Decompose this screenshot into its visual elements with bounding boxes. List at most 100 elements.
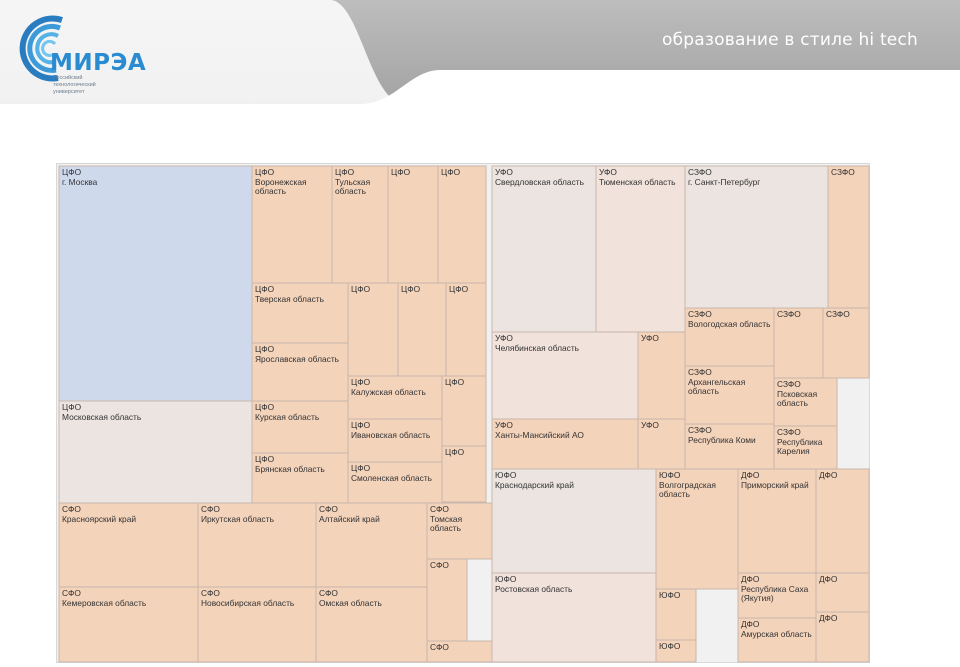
treemap-cell: ДФО Амурская область bbox=[738, 618, 816, 662]
treemap-cell-rect bbox=[426, 558, 468, 642]
treemap-cell-rect bbox=[737, 468, 817, 574]
cell-region-label: Новосибирская область bbox=[201, 597, 295, 608]
treemap-cell: СЗФО Вологодская область bbox=[685, 308, 774, 366]
cell-group-label: СФО bbox=[201, 504, 220, 514]
cell-group-label: ДФО bbox=[819, 613, 838, 623]
treemap-cell-rect bbox=[595, 165, 686, 333]
cell-region-label: Тульская область bbox=[335, 176, 371, 197]
cell-region-label: Курская область bbox=[255, 411, 320, 422]
treemap-cell: СФО bbox=[427, 641, 492, 662]
treemap-cell-rect bbox=[387, 165, 439, 284]
treemap-cell: СФО Омская область bbox=[316, 587, 427, 662]
treemap-cell: СФО Алтайский край bbox=[316, 503, 427, 587]
treemap-cell-rect bbox=[822, 307, 870, 379]
cell-group-label: ДФО bbox=[819, 574, 838, 584]
treemap-cell: ДФО bbox=[816, 469, 869, 573]
cell-region-label: Московская область bbox=[62, 411, 142, 422]
treemap-cell-rect bbox=[251, 342, 349, 402]
treemap-cell-rect bbox=[441, 375, 487, 447]
treemap-cell: ЦФО bbox=[438, 166, 486, 283]
treemap-cell: СЗФО Республика Карелия bbox=[774, 426, 837, 469]
cell-region-label: Архангельская область bbox=[688, 376, 746, 397]
treemap-chart: ЦФО г. Москва ЦФО Московская область ЦФО Воро… bbox=[56, 163, 870, 663]
treemap-cell-rect bbox=[315, 502, 428, 588]
treemap-cell: ЦФО Ивановская область bbox=[348, 419, 442, 462]
cell-region-label: Томская область bbox=[430, 513, 463, 534]
cell-group-label: СФО bbox=[319, 504, 338, 514]
cell-group-label: ЦФО bbox=[351, 420, 371, 430]
treemap-cell-rect bbox=[684, 365, 775, 425]
cell-group-label: ЦФО bbox=[255, 344, 275, 354]
cell-group-label: УФО bbox=[495, 420, 513, 430]
treemap-cell-rect bbox=[58, 586, 199, 663]
treemap-cell: УФО Челябинская область bbox=[492, 332, 638, 419]
treemap-cell: ЦФО г. Москва bbox=[59, 166, 252, 401]
cell-region-label: Кемеровская область bbox=[62, 597, 147, 608]
treemap-cell-rect bbox=[315, 586, 428, 663]
treemap-cell-rect bbox=[491, 418, 639, 470]
cell-group-label: СФО bbox=[430, 560, 449, 570]
treemap-cell-rect bbox=[445, 282, 487, 377]
treemap-cell-rect bbox=[773, 307, 824, 379]
cell-group-label: СФО bbox=[430, 642, 449, 652]
cell-region-label: Калужская область bbox=[351, 386, 426, 397]
cell-group-label: ЦФО bbox=[255, 284, 275, 294]
logo-subtitle-line: университет bbox=[53, 89, 85, 95]
header-background bbox=[0, 0, 960, 104]
treemap-cell-rect bbox=[251, 165, 333, 284]
treemap-cell: ЮФО Волгоградская область bbox=[656, 469, 738, 589]
cell-region-label: Республика Карелия bbox=[777, 436, 823, 457]
cell-group-label: СЗФО bbox=[777, 379, 801, 389]
logo-wordmark: МИРЭА bbox=[50, 50, 147, 76]
cell-region-label: Республика Саха (Якутия) bbox=[741, 583, 809, 604]
treemap-cell: СФО bbox=[427, 559, 467, 641]
treemap-cell: ЮФО Ростовская область bbox=[492, 573, 656, 662]
cell-group-label: ЦФО bbox=[445, 447, 465, 457]
treemap-cell-rect bbox=[441, 445, 487, 503]
cell-region-label: Ханты-Мансийский АО bbox=[495, 429, 584, 440]
treemap-cell: ЦФО bbox=[348, 283, 398, 376]
cell-group-label: ЮФО bbox=[495, 574, 517, 584]
treemap-cell-rect bbox=[655, 468, 739, 590]
treemap-cell: ЦФО bbox=[442, 376, 486, 446]
treemap-cell: СФО Красноярский край bbox=[59, 503, 198, 587]
treemap-cell: УФО Ханты-Мансийский АО bbox=[492, 419, 638, 469]
cell-region-label: Свердловская область bbox=[495, 176, 584, 187]
treemap-cell: СЗФО г. Санкт-Петербург bbox=[685, 166, 828, 308]
cell-group-label: СФО bbox=[62, 504, 81, 514]
treemap-cell: СЗФО Республика Коми bbox=[685, 424, 774, 469]
treemap-cell-rect bbox=[437, 165, 487, 284]
cell-group-label: УФО bbox=[641, 420, 659, 430]
treemap-cell: ЦФО bbox=[388, 166, 438, 283]
treemap-cell: ДФО Приморский край bbox=[738, 469, 816, 573]
cell-group-label: СЗФО bbox=[831, 167, 855, 177]
treemap-cell-rect bbox=[815, 468, 870, 574]
treemap-cell-rect bbox=[737, 617, 817, 663]
cell-group-label: УФО bbox=[495, 167, 513, 177]
cell-region-label: г. Москва bbox=[62, 176, 98, 187]
treemap-cell: СФО Кемеровская область bbox=[59, 587, 198, 662]
cell-region-label: Омская область bbox=[319, 597, 382, 608]
treemap-cell-rect bbox=[773, 425, 838, 470]
university-logo[interactable]: МИРЭА Российский технологический универс… bbox=[0, 0, 160, 104]
cell-region-label: Краснодарский край bbox=[495, 479, 574, 490]
cell-region-label: Красноярский край bbox=[62, 513, 137, 524]
logo-subtitle-line: Российский bbox=[53, 75, 83, 81]
treemap-cell: УФО bbox=[638, 332, 686, 419]
cell-group-label: ДФО bbox=[819, 470, 838, 480]
treemap-cell: ЦФО Ярославская область bbox=[252, 343, 348, 401]
cell-region-label: Тюменская область bbox=[599, 176, 676, 187]
treemap-cell: ЮФО bbox=[656, 640, 696, 662]
treemap-cell: ЦФО Курская область bbox=[252, 401, 348, 453]
cell-group-label: СЗФО bbox=[777, 309, 801, 319]
treemap-cell: СФО Томская область bbox=[427, 503, 492, 559]
treemap-cell-rect bbox=[491, 572, 657, 663]
cell-group-label: УФО bbox=[641, 333, 659, 343]
cell-region-label: Волгоградская область bbox=[659, 479, 716, 500]
header-tagline: образование в стиле hi tech bbox=[662, 30, 918, 50]
treemap-cell-rect bbox=[347, 461, 443, 504]
treemap-cell: СЗФО Архангельская область bbox=[685, 366, 774, 424]
treemap-cell: ЮФО Краснодарский край bbox=[492, 469, 656, 573]
cell-group-label: СЗФО bbox=[688, 309, 712, 319]
treemap-cell: ДФО Республика Саха (Якутия) bbox=[738, 573, 816, 618]
